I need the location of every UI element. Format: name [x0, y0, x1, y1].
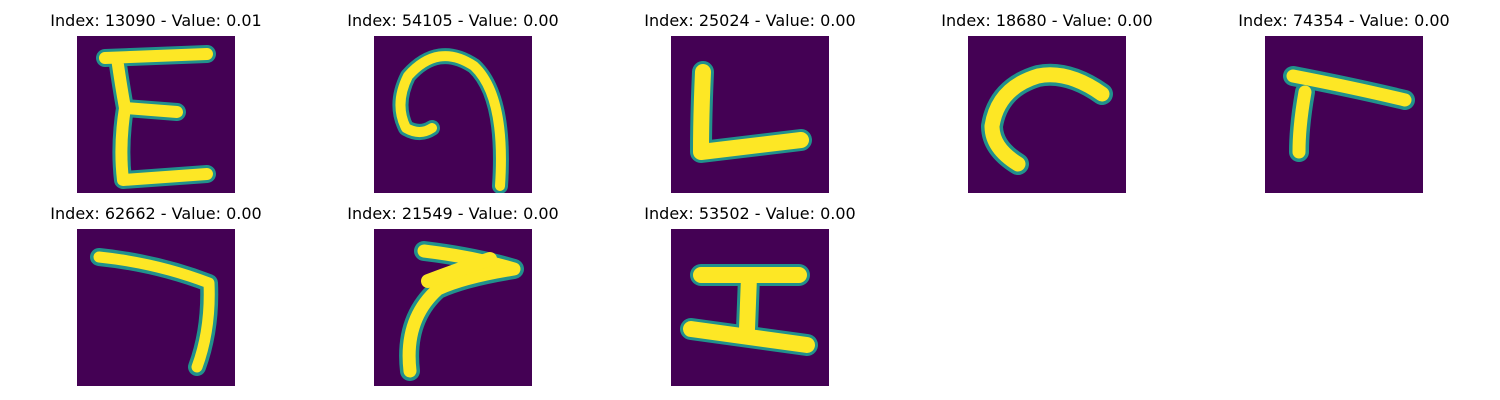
glyph-image-curved-r [374, 229, 532, 386]
panel-title: Index: 74354 - Value: 0.00 [1238, 11, 1450, 30]
glyph-image-letter-r [1265, 36, 1423, 193]
glyph-image-number-seven [77, 229, 235, 386]
panel-title: Index: 21549 - Value: 0.00 [347, 204, 559, 223]
glyph-image-hook-curve [374, 36, 532, 193]
glyph-image-letter-l [671, 36, 829, 193]
panel-title: Index: 18680 - Value: 0.00 [941, 11, 1153, 30]
panel-title: Index: 25024 - Value: 0.00 [644, 11, 856, 30]
panel-title: Index: 53502 - Value: 0.00 [644, 204, 856, 223]
panel-title: Index: 62662 - Value: 0.00 [50, 204, 262, 223]
glyph-image-letter-i [671, 229, 829, 386]
glyph-image-letter-e [77, 36, 235, 193]
glyph-image-arc-curve [968, 36, 1126, 193]
panel-title: Index: 13090 - Value: 0.01 [50, 11, 262, 30]
panel-title: Index: 54105 - Value: 0.00 [347, 11, 559, 30]
